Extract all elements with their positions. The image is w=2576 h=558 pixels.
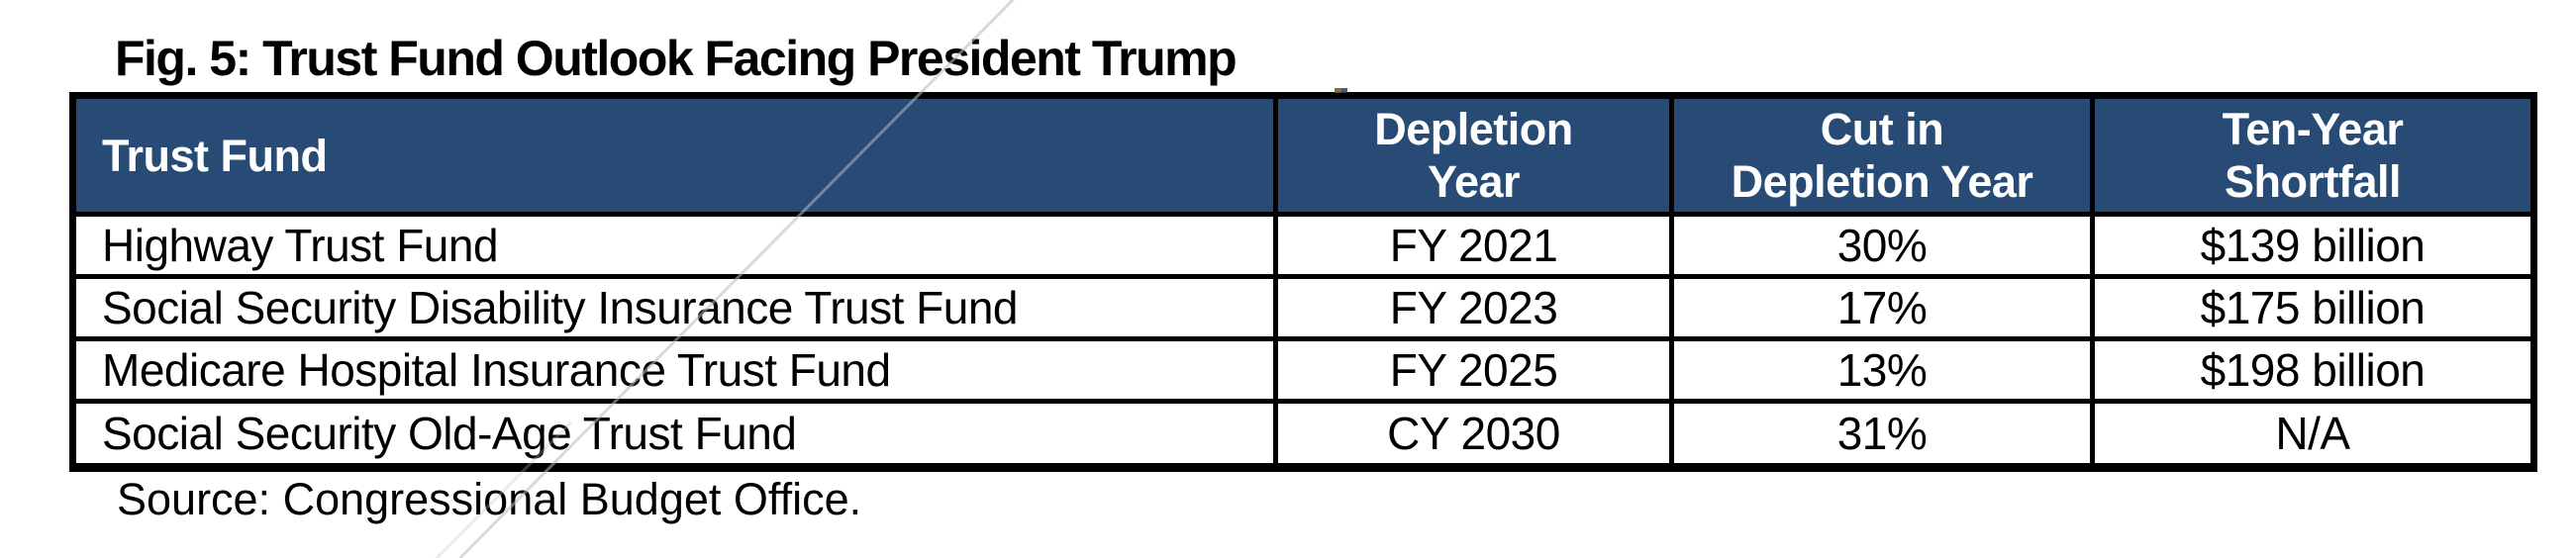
header-cell-trust-fund: Trust Fund [70,93,1278,217]
table-row: Highway Trust Fund FY 2021 30% $139 bill… [70,212,2536,279]
header-cell-cut-in-depletion-year: Cut in Depletion Year [1669,93,2095,217]
cell-cut-in-depletion-year: 30% [1669,212,2095,279]
header-line: Year [1427,156,1521,207]
cell-trust-fund-name: Highway Trust Fund [70,212,1278,279]
header-line: Depletion [1374,104,1573,154]
cell-ten-year-shortfall: $175 billion [2090,274,2536,341]
table-header-row: Trust Fund Depletion Year Cut in Depleti… [70,93,2536,217]
table-row: Social Security Disability Insurance Tru… [70,274,2536,341]
cell-depletion-year: FY 2025 [1273,336,1674,404]
cell-trust-fund-name: Medicare Hospital Insurance Trust Fund [70,336,1278,404]
cell-depletion-year: CY 2030 [1273,399,1674,470]
trust-fund-table: Trust Fund Depletion Year Cut in Depleti… [69,92,2537,472]
cell-cut-in-depletion-year: 13% [1669,336,2095,404]
header-line: Depletion Year [1731,156,2033,207]
figure-title: Fig. 5: Trust Fund Outlook Facing Presid… [115,31,1238,86]
header-cell-ten-year-shortfall: Ten-Year Shortfall [2090,93,2536,217]
cell-ten-year-shortfall: $139 billion [2090,212,2536,279]
table-row: Social Security Old-Age Trust Fund CY 20… [70,399,2536,470]
cell-trust-fund-name: Social Security Old-Age Trust Fund [70,399,1278,470]
cell-depletion-year: FY 2021 [1273,212,1674,279]
source-note: Source: Congressional Budget Office. [117,474,862,524]
header-line: Ten-Year [2222,104,2404,154]
header-line: Trust Fund [102,130,328,181]
cell-ten-year-shortfall: N/A [2090,399,2536,470]
header-cell-depletion-year: Depletion Year [1273,93,1674,217]
cell-depletion-year: FY 2023 [1273,274,1674,341]
header-line: Shortfall [2224,156,2402,207]
table-row: Medicare Hospital Insurance Trust Fund F… [70,336,2536,404]
cell-cut-in-depletion-year: 17% [1669,274,2095,341]
cell-ten-year-shortfall: $198 billion [2090,336,2536,404]
cell-trust-fund-name: Social Security Disability Insurance Tru… [70,274,1278,341]
cell-cut-in-depletion-year: 31% [1669,399,2095,470]
header-line: Cut in [1820,104,1944,154]
